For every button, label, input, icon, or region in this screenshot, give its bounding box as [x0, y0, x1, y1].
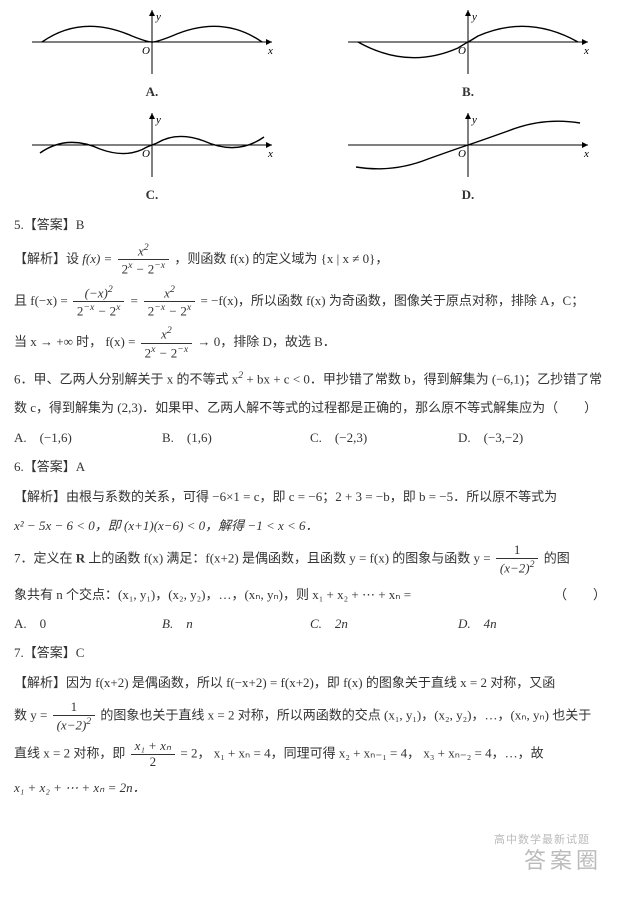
q5-analysis-2: 且 f(−x) = (−x)2 2−x − 2x = x2 2−x − 2x =…	[14, 284, 606, 320]
q7-question: 7．定义在 R 上的函数 f(x) 满足：f(x+2) 是偶函数，且函数 y =…	[14, 543, 606, 576]
q5-conclude: = −f(x)，所以函数 f(x) 为奇函数，图像关于原点对称，排除 A，C；	[201, 292, 585, 307]
q6-question-c: 数 c，得到解集为 (2,3)．如果甲、乙两人解不等式的过程都是正确的，那么原不…	[14, 396, 606, 419]
svg-text:y: y	[471, 11, 477, 23]
graph-b-svg: y x O	[338, 6, 598, 78]
q7-qa: 7．定义在	[14, 551, 76, 566]
q7-frac-2: 1 (x−2)2	[53, 700, 96, 733]
q5-eq: =	[130, 292, 142, 307]
graph-d-svg: y x O	[338, 109, 598, 181]
svg-text:x: x	[583, 45, 589, 57]
svg-text:O: O	[142, 45, 150, 57]
q5-analysis-3: 当 x → +∞ 时， f(x) = x2 2x − 2−x → 0，排除 D，…	[14, 325, 606, 361]
q7-analysis-b: 数 y = 1 (x−2)2 的图象也关于直线 x = 2 对称，所以两函数的交…	[14, 700, 606, 733]
q7-frac-3: x₁ + xₙ 2	[131, 739, 176, 770]
q5-frac-1: x2 2x − 2−x	[118, 242, 170, 278]
q7-qb: 上的函数 f(x) 满足：f(x+2) 是偶函数，且函数 y = f(x) 的图…	[85, 551, 494, 566]
q5-tozero: → 0，排除 D，故选 B．	[197, 334, 335, 349]
q6-analysis-a: 【解析】由根与系数的关系，可得 −6×1 = c，即 c = −6；2 + 3 …	[14, 485, 606, 508]
q7-qd: 象共有 n 个交点：(x₁, y₁)，(x₂, y₂)，…，(xₙ, yₙ)，则…	[14, 583, 554, 606]
q5-l3a: 当 x → +∞ 时， f(x) =	[14, 334, 139, 349]
graph-c-label: C.	[146, 183, 159, 206]
q7-opt-d: D. 4n	[458, 612, 606, 635]
q5-fx: f(x) =	[82, 251, 115, 266]
q7-paren: （ ）	[554, 583, 606, 606]
q7-ab-a: 数 y =	[14, 708, 51, 723]
q7-ab-b: 的图象也关于直线 x = 2 对称，所以两函数的交点 (x₁, y₁)，(x₂,…	[100, 708, 591, 723]
q7-analysis-d: x₁ + x₂ + ⋯ + xₙ = 2n．	[14, 776, 606, 799]
q5-l2a: 且 f(−x) =	[14, 292, 71, 307]
q6-opt-a: A. (−1,6)	[14, 426, 162, 449]
q7-ac-b: = 2， x₁ + xₙ = 4，同理可得 x₂ + xₙ₋₁ = 4， x₃ …	[180, 746, 543, 761]
svg-text:x: x	[583, 148, 589, 160]
svg-text:x: x	[267, 45, 273, 57]
svg-text:y: y	[155, 114, 161, 126]
graph-c-svg: y x O	[22, 109, 282, 181]
q6-analysis-b: x² − 5x − 6 < 0，即 (x+1)(x−6) < 0，解得 −1 <…	[14, 514, 606, 537]
graph-a-label: A.	[146, 80, 159, 103]
q6-qb: + bx + c < 0．甲抄错了常数 b，得到解集为 (−6,1)；乙抄错了常	[243, 371, 602, 386]
graph-a-svg: y x O	[22, 6, 282, 78]
watermark: 答案圈	[524, 841, 602, 881]
q7-opt-b: B. n	[162, 612, 310, 635]
svg-text:y: y	[155, 11, 161, 23]
q5-analysis-1: 【解析】设 f(x) = x2 2x − 2−x ，则函数 f(x) 的定义域为…	[14, 242, 606, 278]
q6-answer: 6.【答案】A	[14, 455, 606, 478]
q7-options: A. 0 B. n C. 2n D. 4n	[14, 612, 606, 635]
q7-ac-a: 直线 x = 2 对称，即	[14, 746, 129, 761]
svg-text:y: y	[471, 114, 477, 126]
graph-b: y x O B.	[330, 6, 606, 103]
svg-text:O: O	[458, 148, 466, 160]
q6-opt-d: D. (−3,−2)	[458, 426, 606, 449]
q7-qc: 的图	[544, 551, 570, 566]
q7-frac-1: 1 (x−2)2	[496, 543, 539, 576]
graph-c: y x O C.	[14, 109, 290, 206]
q7-question-d: 象共有 n 个交点：(x₁, y₁)，(x₂, y₂)，…，(xₙ, yₙ)，则…	[14, 583, 606, 606]
graph-grid: y x O A. y x O B. y x O	[14, 6, 606, 207]
q6-qa: 6．甲、乙两人分别解关于 x 的不等式 x	[14, 371, 238, 386]
q5-domain: ，则函数 f(x) 的定义域为 {x | x ≠ 0}，	[174, 251, 388, 266]
q6-question: 6．甲、乙两人分别解关于 x 的不等式 x2 + bx + c < 0．甲抄错了…	[14, 367, 606, 391]
q5-frac-3: x2 2−x − 2x	[144, 284, 196, 320]
graph-d-label: D.	[462, 183, 475, 206]
q7-analysis-a: 【解析】因为 f(x+2) 是偶函数，所以 f(−x+2) = f(x+2)，即…	[14, 671, 606, 694]
q5-answer: 5.【答案】B	[14, 213, 606, 236]
q7-analysis-c: 直线 x = 2 对称，即 x₁ + xₙ 2 = 2， x₁ + xₙ = 4…	[14, 739, 606, 770]
q7-answer: 7.【答案】C	[14, 641, 606, 664]
graph-d: y x O D.	[330, 109, 606, 206]
q5-frac-2: (−x)2 2−x − 2x	[73, 284, 125, 320]
q7-opt-a: A. 0	[14, 612, 162, 635]
q5-prefix: 【解析】设	[14, 251, 82, 266]
graph-a: y x O A.	[14, 6, 290, 103]
svg-text:x: x	[267, 148, 273, 160]
q6-opt-b: B. (1,6)	[162, 426, 310, 449]
q5-frac-4: x2 2x − 2−x	[141, 325, 193, 361]
graph-b-label: B.	[462, 80, 474, 103]
q6-options: A. (−1,6) B. (1,6) C. (−2,3) D. (−3,−2)	[14, 426, 606, 449]
q6-opt-c: C. (−2,3)	[310, 426, 458, 449]
q7-R: R	[76, 551, 85, 566]
watermark-small: 高中数学最新试题	[494, 831, 590, 851]
q7-opt-c: C. 2n	[310, 612, 458, 635]
